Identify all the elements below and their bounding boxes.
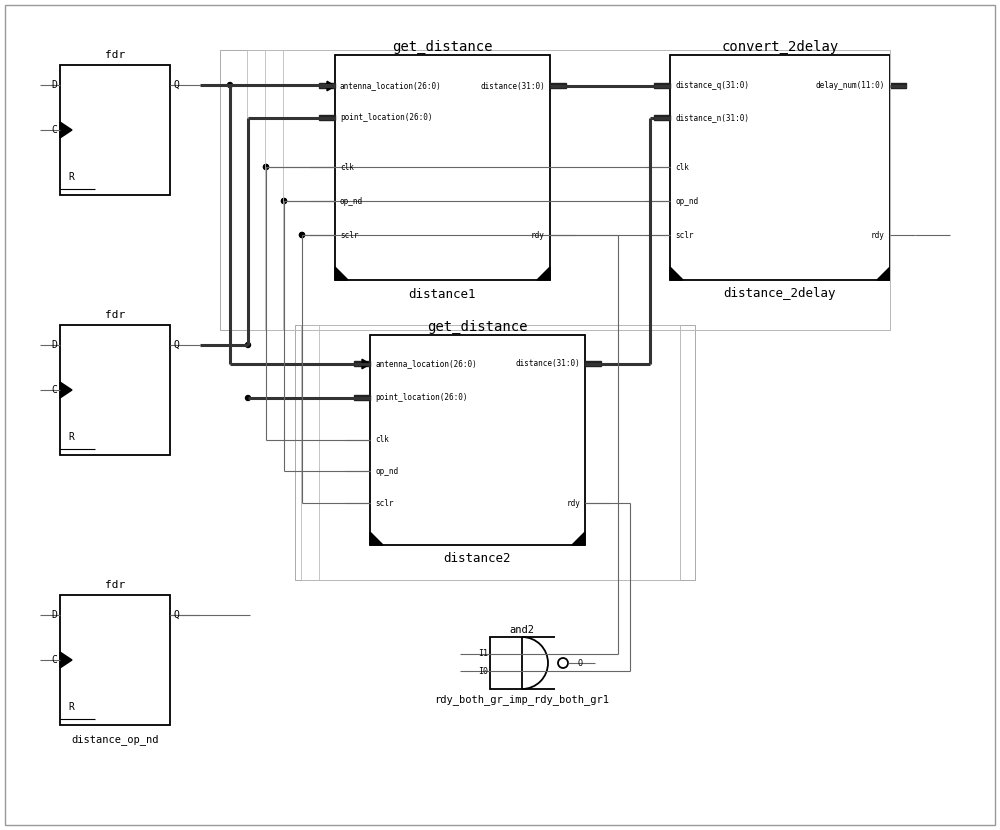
Circle shape bbox=[264, 164, 268, 169]
Text: get_distance: get_distance bbox=[427, 320, 527, 334]
Text: distance(31:0): distance(31:0) bbox=[515, 359, 580, 369]
Circle shape bbox=[282, 198, 287, 203]
Text: sclr: sclr bbox=[675, 231, 694, 240]
Bar bbox=[220, 50, 890, 330]
Circle shape bbox=[300, 232, 304, 237]
Circle shape bbox=[282, 198, 287, 203]
Circle shape bbox=[246, 396, 250, 401]
Polygon shape bbox=[60, 652, 72, 668]
Circle shape bbox=[246, 343, 250, 348]
Text: distance2: distance2 bbox=[443, 553, 511, 565]
Bar bbox=[654, 115, 670, 120]
Text: antenna_location(26:0): antenna_location(26:0) bbox=[375, 359, 477, 369]
Text: op_nd: op_nd bbox=[375, 466, 398, 476]
Bar bbox=[319, 325, 680, 580]
Text: fdr: fdr bbox=[105, 310, 125, 320]
Bar bbox=[301, 325, 680, 580]
Bar bbox=[283, 50, 890, 330]
Bar bbox=[319, 115, 335, 120]
Bar bbox=[295, 325, 695, 580]
Bar bbox=[490, 637, 522, 689]
Text: get_distance: get_distance bbox=[392, 40, 492, 54]
Text: point_location(26:0): point_location(26:0) bbox=[340, 114, 432, 123]
Text: R: R bbox=[68, 432, 74, 442]
Text: delay_num(11:0): delay_num(11:0) bbox=[816, 81, 885, 90]
Text: R: R bbox=[68, 172, 74, 182]
Text: D: D bbox=[51, 80, 57, 90]
Bar bbox=[60, 325, 170, 455]
Text: D: D bbox=[51, 340, 57, 350]
Text: clk: clk bbox=[375, 436, 389, 445]
Text: distance_n(31:0): distance_n(31:0) bbox=[675, 114, 749, 123]
Bar bbox=[670, 55, 890, 280]
Bar bbox=[60, 65, 170, 195]
Text: fdr: fdr bbox=[105, 50, 125, 60]
Bar bbox=[890, 83, 906, 88]
Text: and2: and2 bbox=[510, 625, 534, 635]
Text: clk: clk bbox=[340, 163, 354, 172]
Text: point_location(26:0): point_location(26:0) bbox=[375, 393, 468, 403]
Text: I1: I1 bbox=[478, 650, 488, 658]
Bar bbox=[60, 595, 170, 725]
Polygon shape bbox=[60, 382, 72, 398]
Bar bbox=[265, 50, 890, 330]
Text: rdy: rdy bbox=[531, 231, 545, 240]
Polygon shape bbox=[877, 267, 890, 280]
Polygon shape bbox=[572, 532, 585, 545]
Text: rdy: rdy bbox=[566, 499, 580, 507]
Bar bbox=[550, 83, 566, 88]
Text: distance_2delay: distance_2delay bbox=[724, 287, 836, 300]
Text: sclr: sclr bbox=[340, 231, 358, 240]
Bar bbox=[654, 83, 670, 88]
Polygon shape bbox=[60, 122, 72, 138]
Text: fdr: fdr bbox=[105, 580, 125, 590]
Text: C: C bbox=[51, 385, 57, 395]
Text: convert_2delay: convert_2delay bbox=[721, 40, 839, 54]
Polygon shape bbox=[327, 81, 335, 90]
Text: I0: I0 bbox=[478, 666, 488, 676]
Text: distance_q(31:0): distance_q(31:0) bbox=[675, 81, 749, 90]
Text: D: D bbox=[51, 610, 57, 620]
Text: antenna_location(26:0): antenna_location(26:0) bbox=[340, 81, 442, 90]
Bar bbox=[585, 361, 601, 366]
Bar bbox=[335, 55, 550, 280]
Polygon shape bbox=[362, 359, 370, 369]
Text: distance1: distance1 bbox=[408, 287, 476, 300]
Text: C: C bbox=[51, 125, 57, 135]
Text: R: R bbox=[68, 702, 74, 712]
Circle shape bbox=[228, 82, 232, 87]
Text: distance_op_nd: distance_op_nd bbox=[71, 735, 159, 745]
Polygon shape bbox=[537, 267, 550, 280]
Bar bbox=[370, 335, 585, 545]
Circle shape bbox=[264, 164, 268, 169]
Text: op_nd: op_nd bbox=[340, 197, 363, 206]
Text: O: O bbox=[577, 658, 582, 667]
Text: Q: Q bbox=[173, 610, 179, 620]
Text: op_nd: op_nd bbox=[675, 197, 698, 206]
Polygon shape bbox=[370, 532, 383, 545]
Bar bbox=[319, 83, 335, 88]
Text: C: C bbox=[51, 655, 57, 665]
Polygon shape bbox=[670, 267, 683, 280]
Text: sclr: sclr bbox=[375, 499, 394, 507]
Polygon shape bbox=[335, 267, 348, 280]
Circle shape bbox=[300, 232, 304, 237]
Text: rdy_both_gr_imp_rdy_both_gr1: rdy_both_gr_imp_rdy_both_gr1 bbox=[434, 695, 610, 705]
Text: Q: Q bbox=[173, 340, 179, 350]
Text: Q: Q bbox=[173, 80, 179, 90]
Bar bbox=[354, 395, 370, 400]
Text: clk: clk bbox=[675, 163, 689, 172]
Bar bbox=[354, 361, 370, 366]
Bar bbox=[247, 50, 890, 330]
Text: distance(31:0): distance(31:0) bbox=[480, 81, 545, 90]
Text: rdy: rdy bbox=[871, 231, 885, 240]
